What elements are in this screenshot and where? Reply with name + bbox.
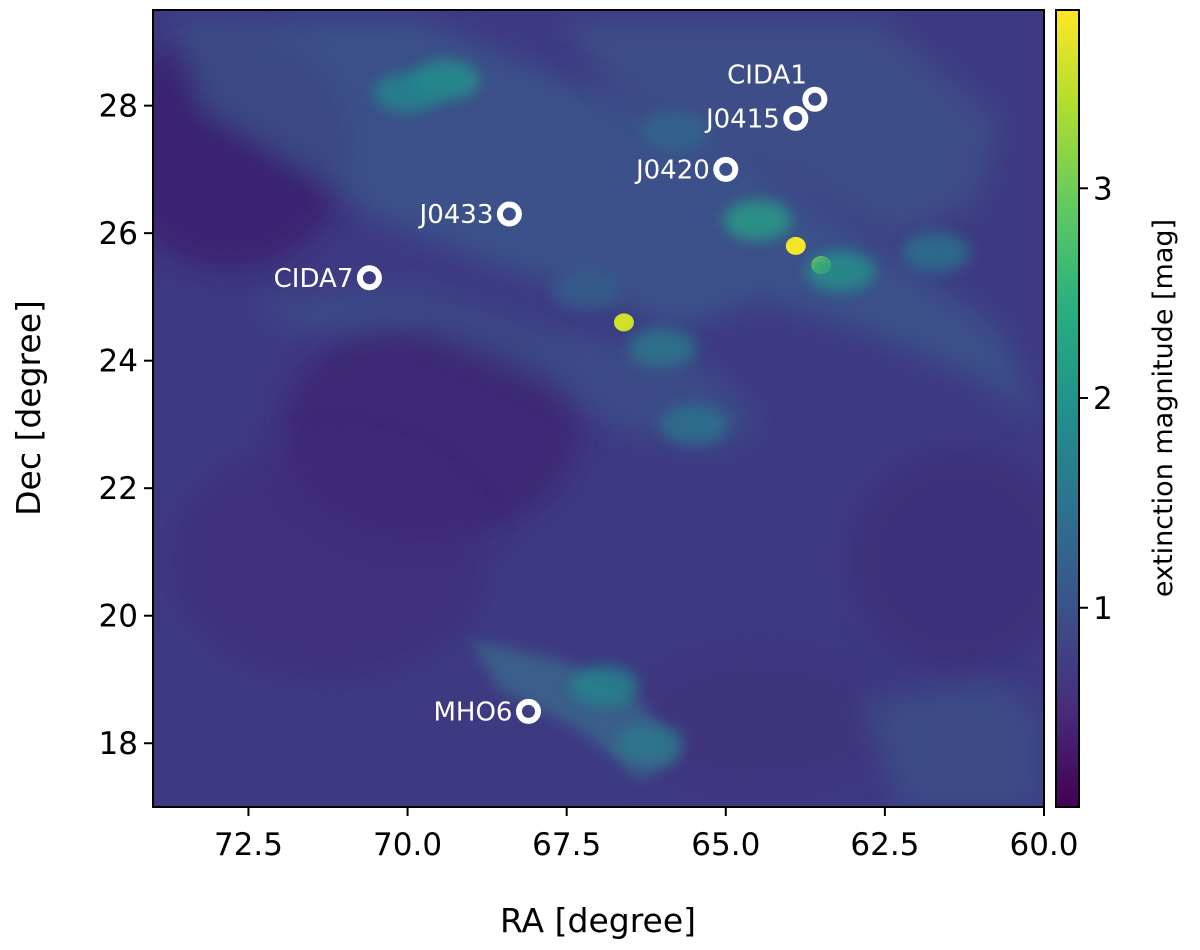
y-tick-label: 18 bbox=[99, 726, 138, 762]
extinction-feature bbox=[723, 200, 792, 241]
x-tick-label: 60.0 bbox=[1009, 827, 1078, 863]
cloud-filament bbox=[170, 20, 1040, 420]
cloud-filament bbox=[860, 680, 1044, 807]
x-axis: 72.5 70.0 67.5 65.0 62.5 60.0 bbox=[214, 807, 1079, 863]
y-tick-label: 26 bbox=[99, 216, 138, 252]
colorbar-label: extinction magnitude [mag] bbox=[1148, 219, 1179, 597]
cloud-filament bbox=[250, 290, 760, 450]
extinction-feature bbox=[628, 327, 697, 368]
colorbar-tick-label: 3 bbox=[1093, 171, 1113, 207]
colorbar: 1 2 3 extinction magnitude [mag] bbox=[1055, 9, 1179, 808]
plot-frame bbox=[152, 9, 1045, 808]
extinction-feature bbox=[901, 232, 970, 273]
source-marker bbox=[356, 265, 382, 291]
y-tick-label: 22 bbox=[99, 471, 138, 507]
colorbar-gradient bbox=[1056, 10, 1079, 807]
x-tick-label: 62.5 bbox=[850, 827, 919, 863]
extinction-feature bbox=[806, 251, 875, 292]
source-label: CIDA1 bbox=[727, 60, 807, 90]
source-marker bbox=[783, 105, 809, 131]
extinction-feature bbox=[640, 111, 709, 152]
source-marker bbox=[515, 698, 541, 724]
dark-region bbox=[170, 440, 490, 680]
x-tick-label: 70.0 bbox=[373, 827, 442, 863]
cloud-filament bbox=[560, 20, 1000, 240]
extinction-feature bbox=[551, 270, 620, 311]
x-axis-label: RA [degree] bbox=[500, 901, 696, 940]
dark-region bbox=[850, 450, 1044, 670]
source-label: J0415 bbox=[704, 104, 780, 134]
colorbar-tick-label: 2 bbox=[1093, 381, 1113, 417]
x-tick-label: 72.5 bbox=[214, 827, 283, 863]
y-tick-label: 24 bbox=[99, 344, 138, 380]
extinction-feature bbox=[615, 723, 684, 764]
extinction-feature bbox=[570, 665, 639, 706]
colorbar-tick-label: 1 bbox=[1093, 591, 1113, 627]
x-tick-label: 67.5 bbox=[532, 827, 601, 863]
extinction-feature bbox=[373, 72, 442, 113]
dark-region bbox=[620, 640, 900, 800]
source-marker bbox=[713, 156, 739, 182]
colorbar-ticks: 1 2 3 bbox=[1079, 171, 1113, 627]
source-markers: CIDA1 J0415 J0420 J0433 CIDA7 MHO6 bbox=[274, 60, 828, 727]
x-tick-label: 65.0 bbox=[691, 827, 760, 863]
heatmap-features bbox=[373, 60, 970, 764]
source-label: J0420 bbox=[634, 155, 710, 185]
extinction-feature bbox=[659, 404, 728, 445]
extinction-feature bbox=[613, 313, 634, 332]
y-axis: 18 20 22 24 26 28 bbox=[99, 89, 153, 762]
extinction-feature bbox=[785, 236, 806, 255]
y-axis-label: Dec [degree] bbox=[9, 300, 48, 516]
source-marker bbox=[496, 201, 522, 227]
extinction-heatmap bbox=[153, 10, 1044, 807]
source-label: MHO6 bbox=[433, 697, 512, 727]
source-marker bbox=[802, 86, 828, 112]
y-tick-label: 20 bbox=[99, 599, 138, 635]
y-tick-label: 28 bbox=[99, 89, 138, 125]
source-label: J0433 bbox=[418, 200, 494, 230]
colorbar-frame bbox=[1055, 9, 1080, 808]
source-label: CIDA7 bbox=[274, 264, 354, 294]
